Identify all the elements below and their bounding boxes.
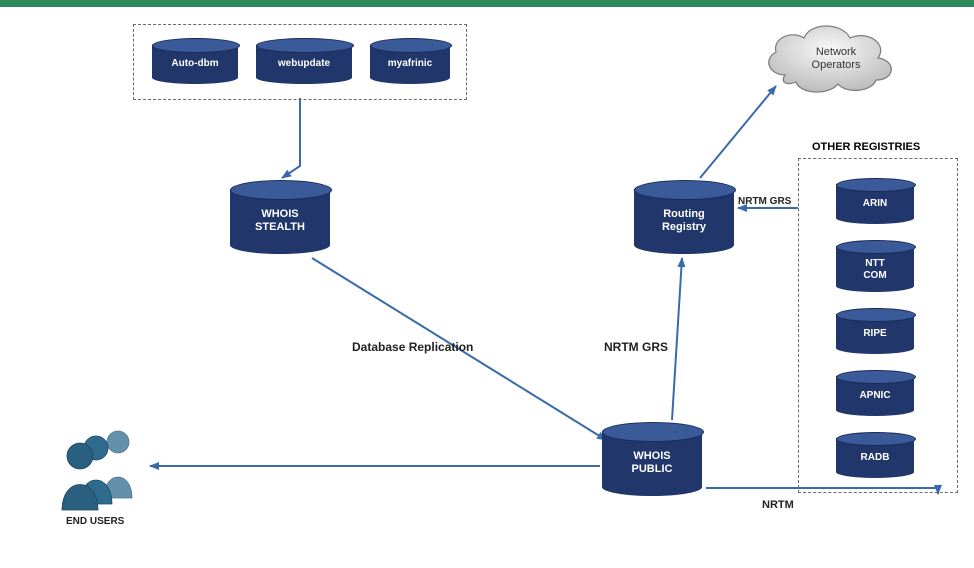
cloud-label-line1: Network xyxy=(816,46,857,58)
cyl-ripe: RIPE xyxy=(836,308,914,354)
cyl-arin: ARIN xyxy=(836,178,914,224)
top-bar xyxy=(0,0,974,7)
cyl-radb: RADB xyxy=(836,432,914,478)
cyl-whois-stealth: WHOIS STEALTH xyxy=(230,180,330,254)
cyl-nttcom: NTT COM xyxy=(836,240,914,292)
edge-routing-to-cloud xyxy=(700,86,776,178)
other-registries-title: OTHER REGISTRIES xyxy=(812,141,920,153)
cyl-apnic: APNIC xyxy=(836,370,914,416)
cloud-label-line2: Operators xyxy=(812,59,861,71)
edge-updates-to-stealth xyxy=(282,98,300,178)
end-users-icon xyxy=(62,431,132,510)
label-nrtm-grs-h: NRTM GRS xyxy=(738,196,791,207)
cyl-whois-public: WHOIS PUBLIC xyxy=(602,422,702,496)
cyl-myafrinic: myafrinic xyxy=(370,38,450,84)
cloud-network-operators: Network Operators xyxy=(769,26,892,92)
label-db-replication: Database Replication xyxy=(352,340,473,354)
label-nrtm-grs-v: NRTM GRS xyxy=(604,340,668,354)
cyl-auto-dbm: Auto-dbm xyxy=(152,38,238,84)
end-users-label: END USERS xyxy=(66,516,124,527)
edge-public-to-routing xyxy=(672,258,682,420)
diagram-canvas: { "type": "network-flowchart", "dimensio… xyxy=(0,0,974,568)
label-nrtm: NRTM xyxy=(762,499,794,511)
cyl-webupdate: webupdate xyxy=(256,38,352,84)
cyl-routing-registry: Routing Registry xyxy=(634,180,734,254)
